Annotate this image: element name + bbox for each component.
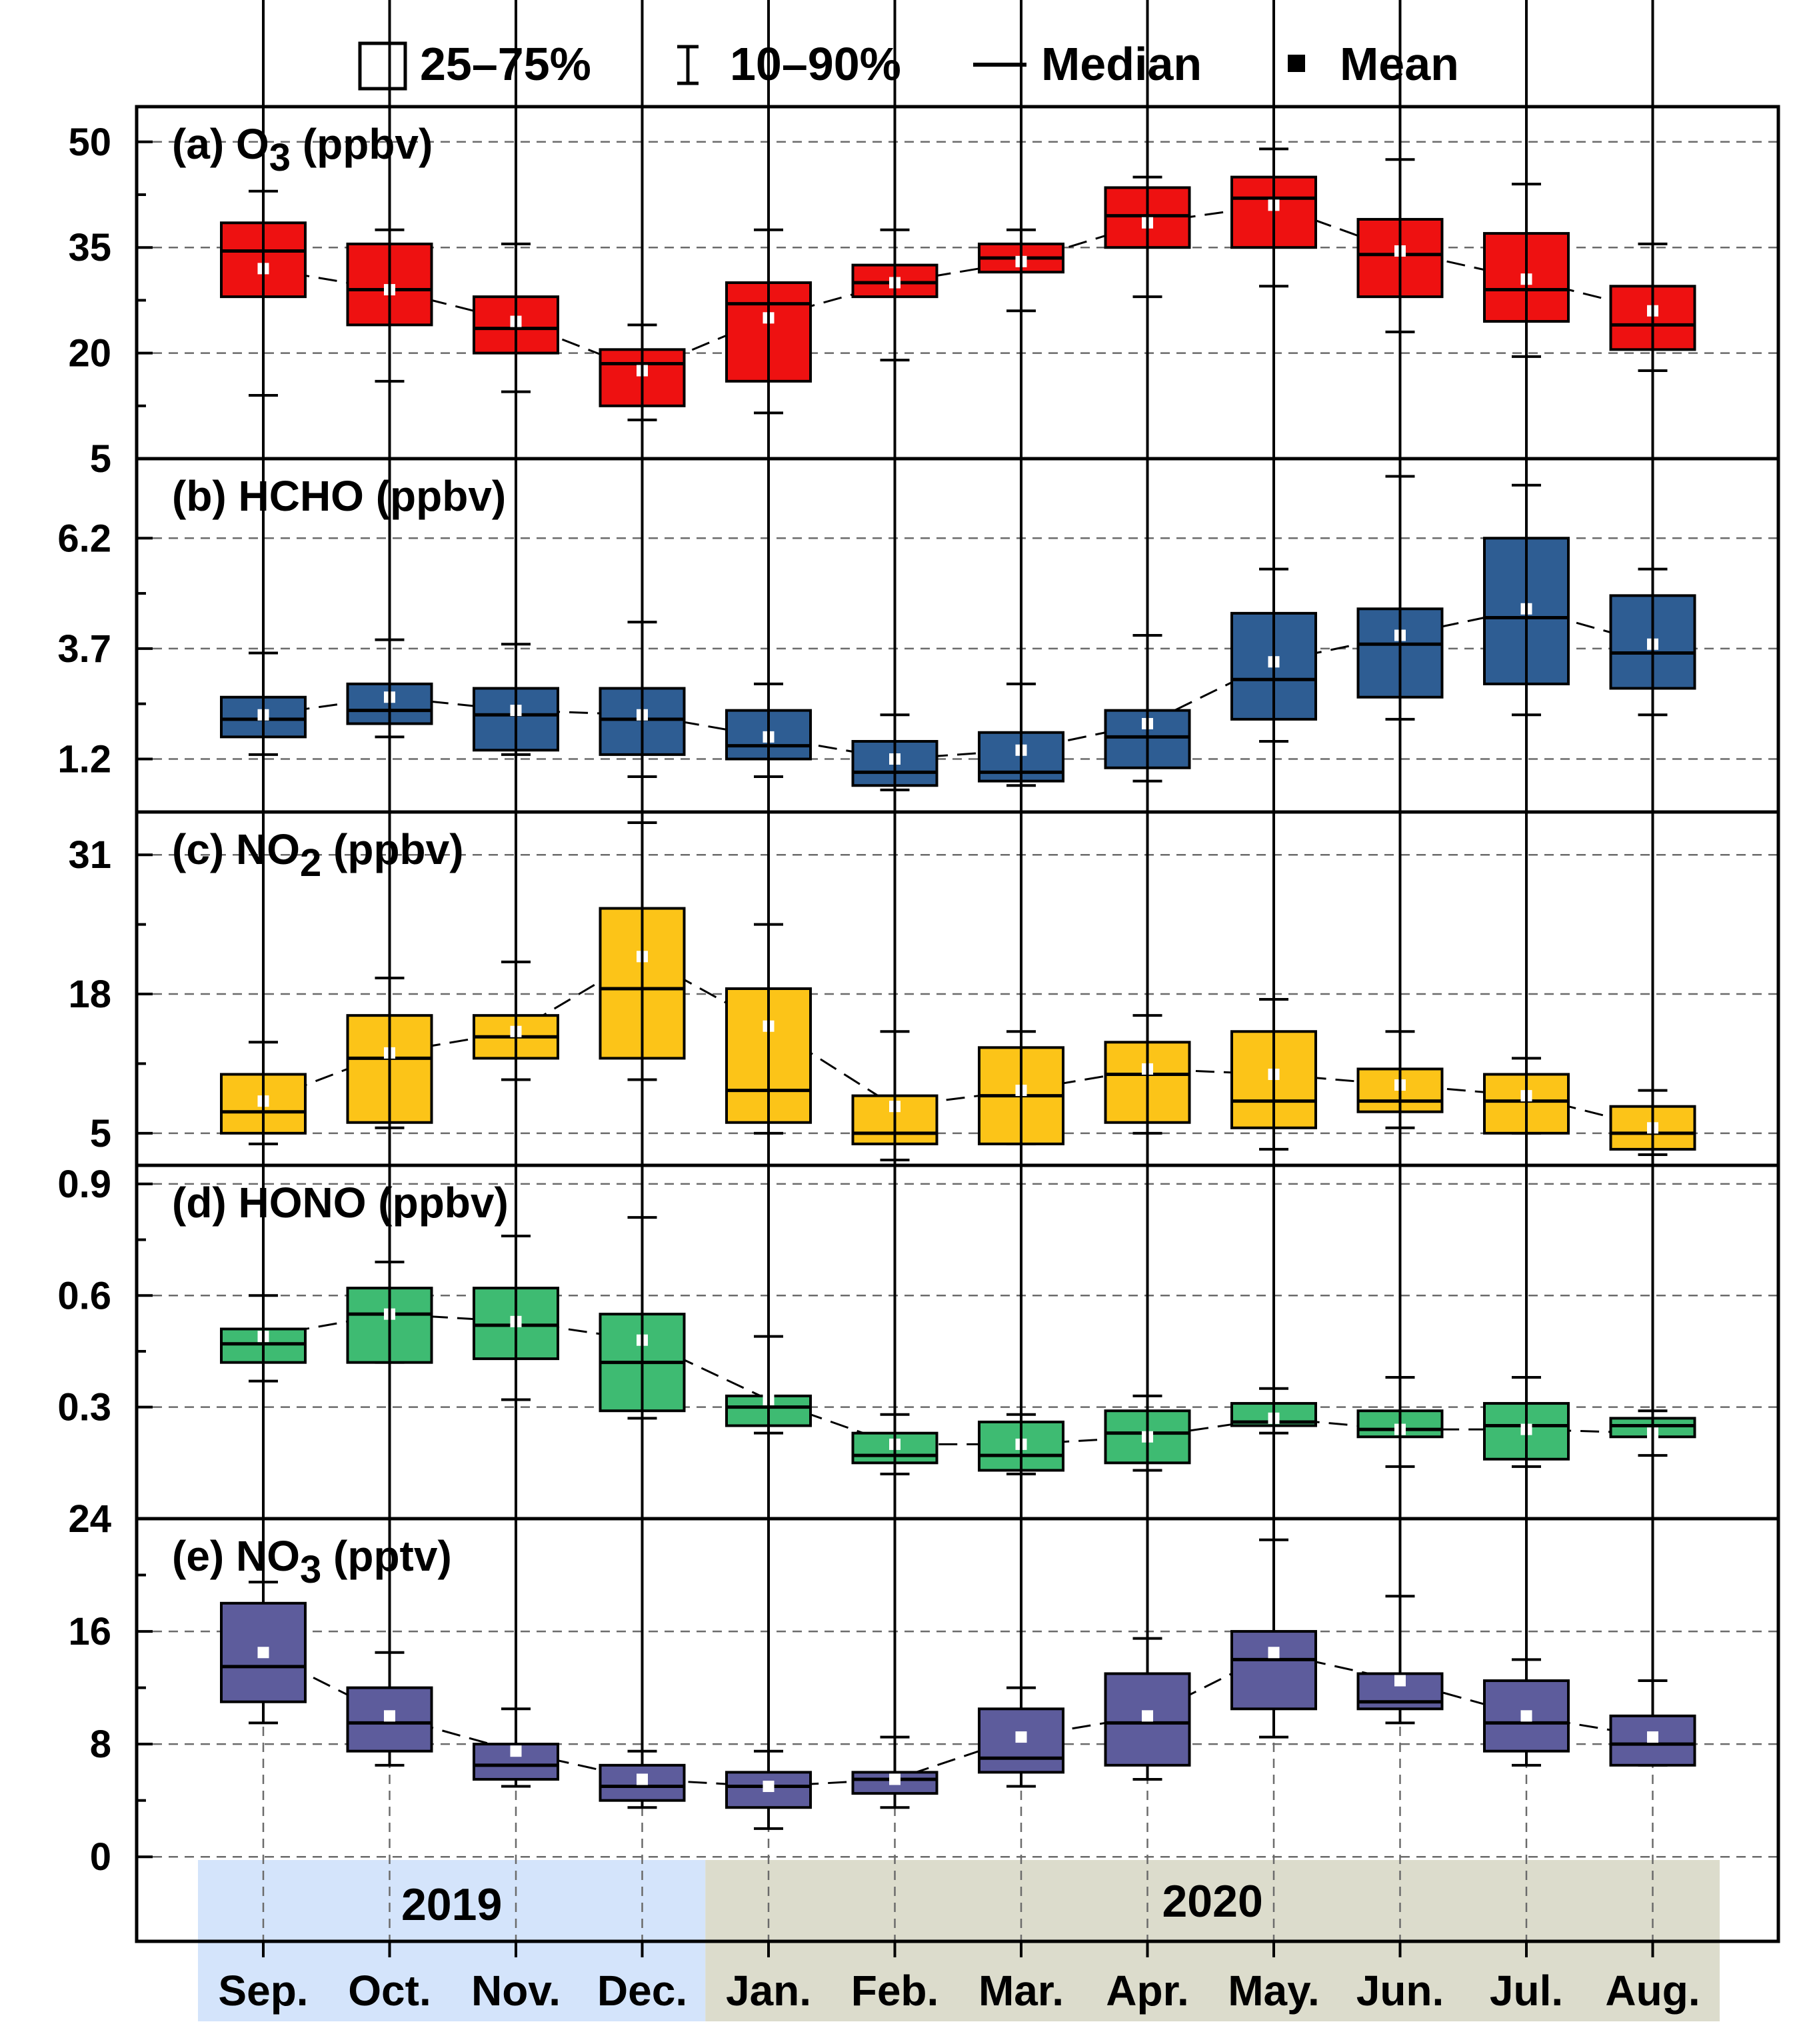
box-sep <box>220 0 307 1725</box>
y-tick-label: 31 <box>68 833 111 877</box>
x-tick-label: Jun. <box>1356 1967 1444 2015</box>
box-apr <box>1104 0 1191 1781</box>
y-tick-label: 1.2 <box>57 738 111 781</box>
mean-trend-line <box>263 1651 1653 1788</box>
year-label-2019: 2019 <box>401 1879 502 1930</box>
mean-marker <box>889 1773 901 1785</box>
year-label-2020: 2020 <box>1162 1876 1262 1927</box>
panel-title: (d) HONO (ppbv) <box>172 1179 509 1227</box>
panel-title: (e) NO3 (pptv) <box>172 1532 452 1591</box>
panel-a: 50 35 20 5 (a) O3 (ppbv) <box>68 0 1780 481</box>
box-dec <box>599 0 686 1809</box>
x-tick-label: Nov. <box>471 1967 561 2015</box>
panel-title: (a) O3 (ppbv) <box>172 120 433 179</box>
box-mar <box>978 0 1064 1788</box>
y-tick-label: 16 <box>68 1610 111 1653</box>
y-tick-label: 50 <box>68 121 111 164</box>
y-tick-label: 0.9 <box>57 1163 111 1206</box>
legend-whisker-label: 10–90% <box>730 38 901 90</box>
x-tick-label: Feb. <box>851 1967 939 2015</box>
mean-marker <box>257 1647 269 1659</box>
mean-marker <box>1015 1731 1027 1743</box>
legend-box-symbol <box>358 41 407 91</box>
box-jun <box>1356 0 1444 1725</box>
legend: 25–75% 10–90% Median Mean <box>358 38 1459 91</box>
mean-marker <box>384 1710 395 1722</box>
mean-trend-line <box>263 955 1653 1129</box>
mean-marker <box>1520 1710 1532 1722</box>
y-tick-label: 20 <box>68 332 111 375</box>
x-tick-label: Dec. <box>597 1967 687 2015</box>
x-axis: Sep. Oct. Nov. Dec. Jan. Feb. Mar. Apr. May. Jun.… <box>137 1939 1778 2015</box>
box-may <box>1230 0 1317 1739</box>
y-tick-label: 35 <box>68 226 111 269</box>
y-tick-label: 18 <box>68 973 111 1016</box>
iqr-box <box>1230 1630 1317 1711</box>
y-tick-label: 5 <box>90 1112 111 1155</box>
mean-marker <box>1268 1647 1280 1659</box>
x-tick-label: Oct. <box>348 1967 431 2015</box>
x-tick-label: Sep. <box>218 1967 308 2015</box>
box-nov <box>473 0 559 1788</box>
mean-trend-line <box>263 607 1653 761</box>
mean-marker <box>763 1781 775 1793</box>
x-tick-label: Apr. <box>1106 1967 1188 2015</box>
mean-marker <box>1394 1675 1406 1687</box>
mean-trend-line <box>263 204 1653 372</box>
y-tick-label: 0.6 <box>57 1274 111 1317</box>
box-jul <box>1483 0 1570 1767</box>
legend-whisker-symbol <box>677 45 699 85</box>
box-feb <box>851 0 938 1809</box>
legend-box-label: 25–75% <box>420 38 591 90</box>
mean-trend-line <box>263 1313 1653 1445</box>
y-tick-label: 6.2 <box>57 517 111 560</box>
y-tick-label: 3.7 <box>57 627 111 671</box>
legend-median-label: Median <box>1041 38 1202 90</box>
box-aug <box>1609 0 1696 1767</box>
y-tick-label: 5 <box>90 437 111 481</box>
x-tick-label: Mar. <box>978 1967 1064 2015</box>
x-tick-label: May. <box>1228 1967 1320 2015</box>
x-tick-label: Jan. <box>726 1967 811 2015</box>
mean-marker <box>1142 1710 1153 1722</box>
box-oct <box>346 0 433 1767</box>
x-tick-label: Aug. <box>1605 1967 1700 2015</box>
y-tick-label: 0 <box>90 1835 111 1879</box>
mean-marker <box>1647 1731 1658 1743</box>
box-jan <box>725 0 812 1830</box>
panel-title: (b) HCHO (ppbv) <box>172 472 506 520</box>
panel-title: (c) NO2 (ppbv) <box>172 825 464 885</box>
y-tick-label: 24 <box>68 1497 111 1541</box>
y-tick-label: 8 <box>90 1723 111 1766</box>
mean-marker <box>637 1773 648 1785</box>
legend-mean-symbol <box>1288 55 1305 72</box>
x-tick-label: Jul. <box>1490 1967 1563 2015</box>
mean-marker <box>510 1745 522 1757</box>
y-tick-label: 0.3 <box>57 1386 111 1429</box>
